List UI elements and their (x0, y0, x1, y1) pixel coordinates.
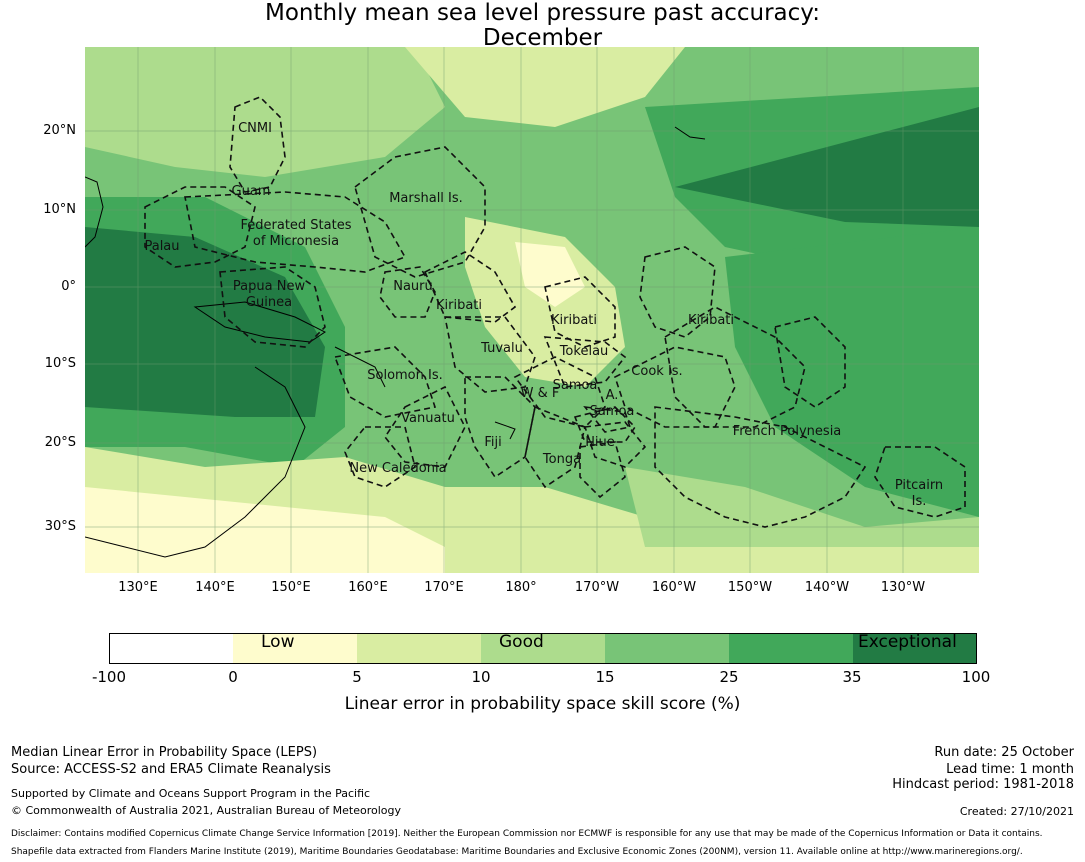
label-fsm-1: Federated States (241, 218, 352, 233)
label-tokelau: Tokelau (559, 344, 609, 359)
colorbar-segment-negative (109, 633, 233, 664)
colorbar-tick-25: 25 (719, 668, 739, 686)
label-fsm-2: of Micronesia (253, 234, 339, 249)
label-kiribati-central: Kiribati (551, 313, 597, 328)
colorbar-category-low: Low (261, 632, 295, 652)
footer-run-date: Run date: 25 October (934, 745, 1074, 760)
label-kiribati-west: Kiribati (436, 298, 482, 313)
lon-label-160w: 160°W (651, 580, 697, 595)
label-vanuatu: Vanuatu (401, 411, 455, 426)
coastlines (85, 126, 706, 558)
lat-label-0: 0° (61, 279, 76, 294)
colorbar-tick-35: 35 (842, 668, 862, 686)
lon-label-140w: 140°W (804, 580, 850, 595)
lon-label-130w: 130°W (880, 580, 926, 595)
label-pitcairn-2: Is. (912, 494, 927, 509)
lon-label-170e: 170°E (424, 580, 464, 595)
label-wf: W & F (521, 386, 560, 401)
footer-source: Source: ACCESS-S2 and ERA5 Climate Reana… (11, 762, 331, 777)
lon-label-150w: 150°W (727, 580, 773, 595)
colorbar-outline (109, 633, 977, 664)
lat-label-20s: 20°S (44, 435, 76, 450)
skill-field-low-c (515, 242, 585, 307)
label-png-1: Papua New (233, 279, 306, 294)
colorbar-tick-100: 100 (961, 668, 991, 686)
colorbar-segment-high (729, 633, 853, 664)
label-kiribati-east: Kiribati (688, 313, 734, 328)
label-cook: Cook Is. (631, 364, 682, 379)
skill-field-good-nw (85, 47, 445, 177)
footer-lead-time: Lead time: 1 month (946, 762, 1074, 777)
eez-boundaries (144, 96, 966, 528)
label-cnmi: CNMI (238, 121, 272, 136)
label-french-polynesia: French Polynesia (733, 424, 842, 439)
skill-field-exceptional-w (85, 227, 325, 417)
footer-shapefile: Shapefile data extracted from Flanders M… (11, 847, 1023, 857)
colorbar-tick-15: 15 (595, 668, 615, 686)
label-pitcairn-1: Pitcairn (895, 478, 943, 493)
skill-field-high-e (725, 227, 979, 517)
label-samoa: Samoa (553, 378, 598, 393)
colorbar-tick-5: 5 (352, 668, 362, 686)
lat-label-10n: 10°N (43, 202, 76, 217)
footer-hindcast: Hindcast period: 1981-2018 (892, 777, 1074, 792)
label-am-samoa-a: A. (606, 388, 619, 403)
lat-label-30s: 30°S (44, 519, 76, 534)
footer-leps: Median Linear Error in Probability Space… (11, 745, 318, 760)
lon-label-130e: 130°E (118, 580, 158, 595)
label-solomon: Solomon Is. (367, 368, 443, 383)
skill-map: CNMI Guam Marshall Is. Federated States … (85, 47, 979, 573)
lat-label-10s: 10°S (44, 356, 76, 371)
skill-field-moderate-c (465, 217, 625, 387)
skill-field-low-sw (85, 487, 445, 573)
colorbar-tick-10: 10 (471, 668, 491, 686)
lon-label-180: 180° (505, 580, 537, 595)
map-canvas: CNMI Guam Marshall Is. Federated States … (85, 47, 979, 573)
label-tonga: Tonga (542, 452, 581, 467)
footer-copyright: © Commonwealth of Australia 2021, Austra… (11, 804, 401, 817)
lon-label-170w: 170°W (574, 580, 620, 595)
colorbar-segment-low-good (357, 633, 481, 664)
footer-created: Created: 27/10/2021 (959, 805, 1074, 818)
label-marshall: Marshall Is. (389, 191, 463, 206)
skill-field-moderate-n (405, 47, 685, 127)
label-png-2: Guinea (246, 295, 292, 310)
footer-disclaimer: Disclaimer: Contains modified Copernicus… (11, 829, 1043, 839)
lon-label-160e: 160°E (348, 580, 388, 595)
lat-label-20n: 20°N (43, 123, 76, 138)
map-title: Monthly mean sea level pressure past acc… (265, 0, 820, 26)
label-guam: Guam (232, 184, 271, 199)
footer-support: Supported by Climate and Oceans Support … (11, 787, 371, 800)
map-subtitle: December (482, 25, 603, 51)
colorbar-tick-0: 0 (228, 668, 238, 686)
colorbar-category-exceptional: Exceptional (858, 632, 957, 652)
colorbar-category-good: Good (499, 632, 544, 652)
label-am-samoa: Samoa (590, 404, 635, 419)
colorbar-tick--100: -100 (91, 668, 127, 686)
lon-label-150e: 150°E (271, 580, 311, 595)
label-tuvalu: Tuvalu (480, 341, 523, 356)
label-palau: Palau (144, 239, 179, 254)
colorbar-segment-good (481, 633, 605, 664)
colorbar-segment-good-high (605, 633, 729, 664)
label-new-caledonia: New Caledonia (349, 461, 446, 476)
label-niue: Niue (585, 435, 615, 450)
label-nauru: Nauru (393, 279, 433, 294)
lon-label-140e: 140°E (195, 580, 235, 595)
label-fiji: Fiji (484, 435, 501, 450)
colorbar-segment-exceptional (853, 633, 977, 664)
colorbar (109, 633, 977, 664)
colorbar-title: Linear error in probability space skill … (344, 694, 741, 714)
colorbar-segment-low (233, 633, 357, 664)
